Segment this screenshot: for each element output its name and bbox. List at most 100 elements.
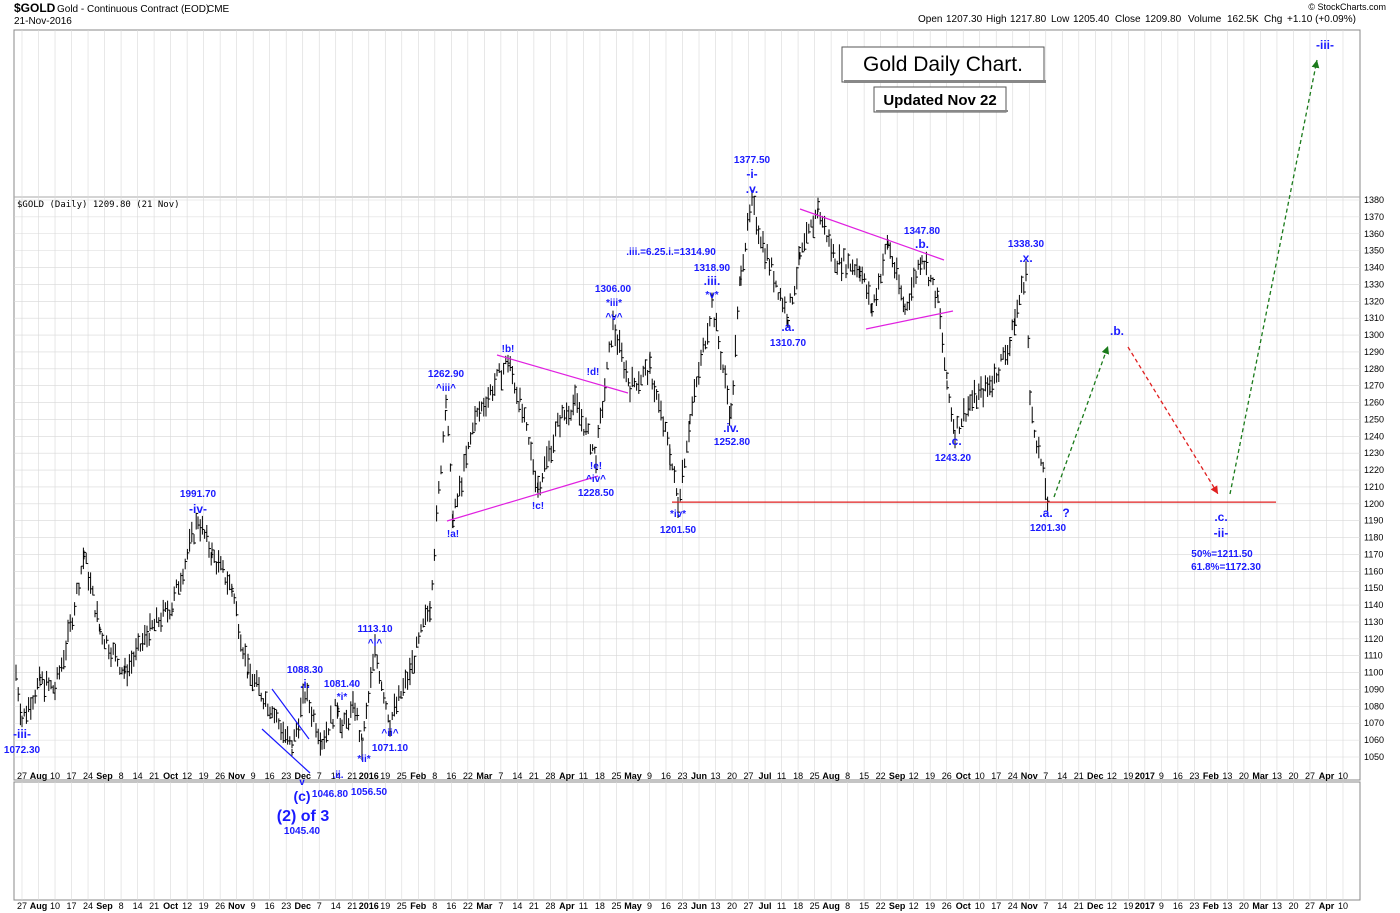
y-tick-label: 1240 xyxy=(1364,431,1384,441)
x-tick-label: 19 xyxy=(925,771,935,781)
x-tick-label-lower: 25 xyxy=(810,901,820,911)
chart-legend: $GOLD (Daily) 1209.80 (21 Nov) xyxy=(17,200,180,210)
x-tick-label-lower: Dec xyxy=(1087,901,1104,911)
x-tick-label-lower: 17 xyxy=(991,901,1001,911)
price-label-1318: 1318.90 xyxy=(694,263,731,274)
wave-label-i-caret: ^i^ xyxy=(368,638,383,649)
y-tick-label: 1330 xyxy=(1364,279,1384,289)
x-tick-label: 20 xyxy=(1239,771,1249,781)
x-tick-label-lower: 10 xyxy=(975,901,985,911)
price-label-1338: 1338.30 xyxy=(1008,239,1045,250)
lower-panel-frame xyxy=(13,781,1361,901)
x-tick-label: 9 xyxy=(251,771,256,781)
x-tick-label-lower: 22 xyxy=(463,901,473,911)
x-tick-label-lower: 7 xyxy=(317,901,322,911)
wave-annotations: -iii- 1072.30 1991.70 -iv- 1088.30 .i. 1… xyxy=(4,38,1334,837)
x-tick-label: 16 xyxy=(265,771,275,781)
wave-label-iii: -iii- xyxy=(13,727,31,741)
x-tick-label-lower: 20 xyxy=(727,901,737,911)
price-label-1252: 1252.80 xyxy=(714,437,751,448)
x-tick-label-lower: 14 xyxy=(133,901,143,911)
y-tick-label: 1360 xyxy=(1364,229,1384,239)
x-tick-label: Feb xyxy=(1203,771,1220,781)
x-tick-label-lower: 24 xyxy=(1008,901,1018,911)
wave-label-iv-star: *iv* xyxy=(670,509,686,520)
price-label-1243: 1243.20 xyxy=(935,453,972,464)
x-tick-label: 23 xyxy=(281,771,291,781)
x-tick-label: 18 xyxy=(793,771,803,781)
volume-label: Volume xyxy=(1188,14,1222,25)
wave-label-i-dot: .i. xyxy=(300,677,310,691)
x-tick-label: 27 xyxy=(1305,771,1315,781)
x-tick-label-lower: 16 xyxy=(265,901,275,911)
x-tick-label: 19 xyxy=(380,771,390,781)
x-tick-label: 19 xyxy=(1123,771,1133,781)
x-tick-label-lower: Feb xyxy=(1203,901,1220,911)
x-tick-label-lower: 23 xyxy=(1189,901,1199,911)
x-tick-label: 22 xyxy=(463,771,473,781)
x-tick-label-lower: 8 xyxy=(845,901,850,911)
x-tick-label-lower: Apr xyxy=(559,901,575,911)
price-label-1201-5: 1201.50 xyxy=(660,525,697,536)
x-tick-label-lower: 26 xyxy=(942,901,952,911)
x-tick-label: 8 xyxy=(845,771,850,781)
x-tick-label-lower: 16 xyxy=(1173,901,1183,911)
x-tick-label-lower: 21 xyxy=(347,901,357,911)
wave-label-i-star: *i* xyxy=(337,692,348,703)
y-tick-label: 1290 xyxy=(1364,347,1384,357)
chg-value: +1.10 (+0.09%) xyxy=(1287,14,1356,25)
price-label-1081: 1081.40 xyxy=(324,679,361,690)
x-tick-label-lower: Oct xyxy=(163,901,178,911)
wave-label-x-dot: .x. xyxy=(1019,251,1032,265)
x-tick-label: Oct xyxy=(956,771,971,781)
price-label-1072: 1072.30 xyxy=(4,745,41,756)
x-tick-label-lower: Jul xyxy=(759,901,772,911)
wave-label-iii-future: -iii- xyxy=(1316,38,1334,52)
price-label-1056: 1056.50 xyxy=(351,787,388,798)
x-tick-label: 21 xyxy=(529,771,539,781)
wave-label-ii-future: -ii- xyxy=(1214,526,1229,540)
x-tick-label-lower: Feb xyxy=(410,901,427,911)
wave-label-v-caret: ^v^ xyxy=(605,312,622,323)
price-label-1228: 1228.50 xyxy=(578,488,615,499)
wave-label-a-dot-2: .a. xyxy=(1039,506,1052,520)
price-label-1046: 1046.80 xyxy=(312,789,349,800)
wave-label-iv-caret: ^iv^ xyxy=(586,474,606,485)
x-tick-label: 20 xyxy=(1288,771,1298,781)
channel-upper-2 xyxy=(799,208,945,261)
date-label: 21-Nov-2016 xyxy=(14,16,72,27)
x-tick-label: Jun xyxy=(691,771,707,781)
wave-label-iii-star: *iii* xyxy=(606,298,622,309)
x-tick-label-lower: 19 xyxy=(925,901,935,911)
y-tick-label: 1320 xyxy=(1364,296,1384,306)
x-axis-lower: 27 Aug 10 17 24 Sep 8 14 21 Oct 12 19 26 Nov 9 16 23 Dec 7… xyxy=(17,901,1348,911)
x-tick-label: 28 xyxy=(545,771,555,781)
wave-label-b-dot: .b. xyxy=(915,237,929,251)
x-tick-label-lower: 20 xyxy=(1288,901,1298,911)
projection-down-c xyxy=(1127,346,1219,495)
x-tick-label-lower: 11 xyxy=(579,901,588,911)
x-tick-label: Sep xyxy=(889,771,906,781)
channel-upper-1 xyxy=(496,354,629,394)
y-tick-label: 1160 xyxy=(1364,566,1383,576)
price-label-1991: 1991.70 xyxy=(180,489,217,500)
close-label: Close xyxy=(1115,14,1141,25)
x-tick-label-lower: 23 xyxy=(677,901,687,911)
x-tick-label-lower: Nov xyxy=(1021,901,1038,911)
wave-label-iv-dot: .iv. xyxy=(723,421,739,435)
x-tick-label-lower: 19 xyxy=(1123,901,1133,911)
y-tick-label: 1100 xyxy=(1364,668,1383,678)
close-value: 1209.80 xyxy=(1145,14,1182,25)
wave-label-v-star: *v* xyxy=(705,290,718,301)
wave-label-c-dot: .c. xyxy=(948,434,961,448)
x-tick-label: Apr xyxy=(559,771,575,781)
y-tick-label: 1140 xyxy=(1364,600,1383,610)
ohlc-summary: Open 1207.30 High 1217.80 Low 1205.40 Cl… xyxy=(918,14,1356,25)
x-tick-label-lower: 26 xyxy=(215,901,225,911)
x-tick-label: 7 xyxy=(498,771,503,781)
x-tick-label: 16 xyxy=(661,771,671,781)
x-tick-label-lower: 9 xyxy=(647,901,652,911)
x-tick-label: 25 xyxy=(611,771,621,781)
x-tick-label: 12 xyxy=(182,771,192,781)
x-tick-label-lower: Oct xyxy=(956,901,971,911)
